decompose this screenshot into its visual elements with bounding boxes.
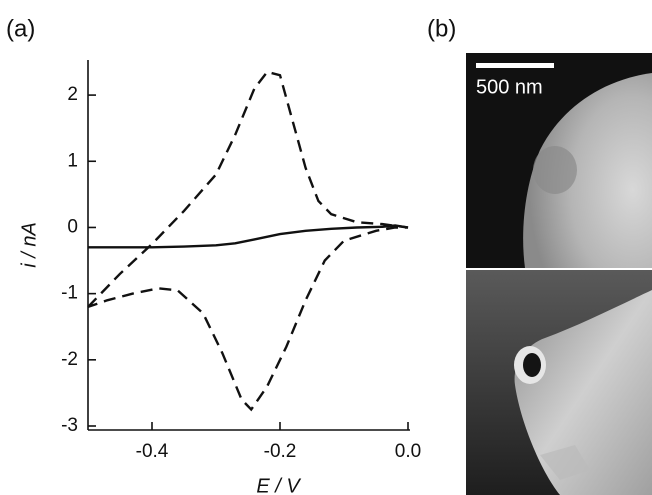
- y-axis-label: i / nA: [18, 222, 40, 268]
- x-tick-label: -0.2: [264, 441, 297, 462]
- scale-bar-label: 500 nm: [476, 76, 543, 98]
- y-tick-label: -3: [61, 415, 78, 436]
- scale-bar: [476, 63, 554, 68]
- sem-debris: [540, 445, 590, 480]
- panel-label: (b): [427, 15, 456, 42]
- x-tick-label: 0.0: [395, 441, 421, 462]
- sem-top-pore: [533, 146, 577, 194]
- y-tick-label: 2: [67, 84, 78, 105]
- panel-label: (a): [6, 15, 35, 42]
- y-tick-label: 0: [67, 216, 78, 237]
- plot-area: -0.4 -0.2 0.0 2 1 0 -1 -2 -3: [61, 70, 421, 462]
- y-tick-label: -2: [61, 349, 78, 370]
- cv-curve: [88, 224, 409, 249]
- x-axis-label: E / V: [256, 475, 301, 495]
- x-tick-label: -0.4: [136, 441, 169, 462]
- sem-bottom-pore: [523, 353, 541, 377]
- y-tick-label: 1: [67, 150, 78, 171]
- sem-bottom-tip: [514, 290, 652, 495]
- y-tick-label: -1: [61, 283, 78, 304]
- sem-top-tip: [523, 73, 652, 268]
- sem-images: 500 nm: [466, 53, 652, 495]
